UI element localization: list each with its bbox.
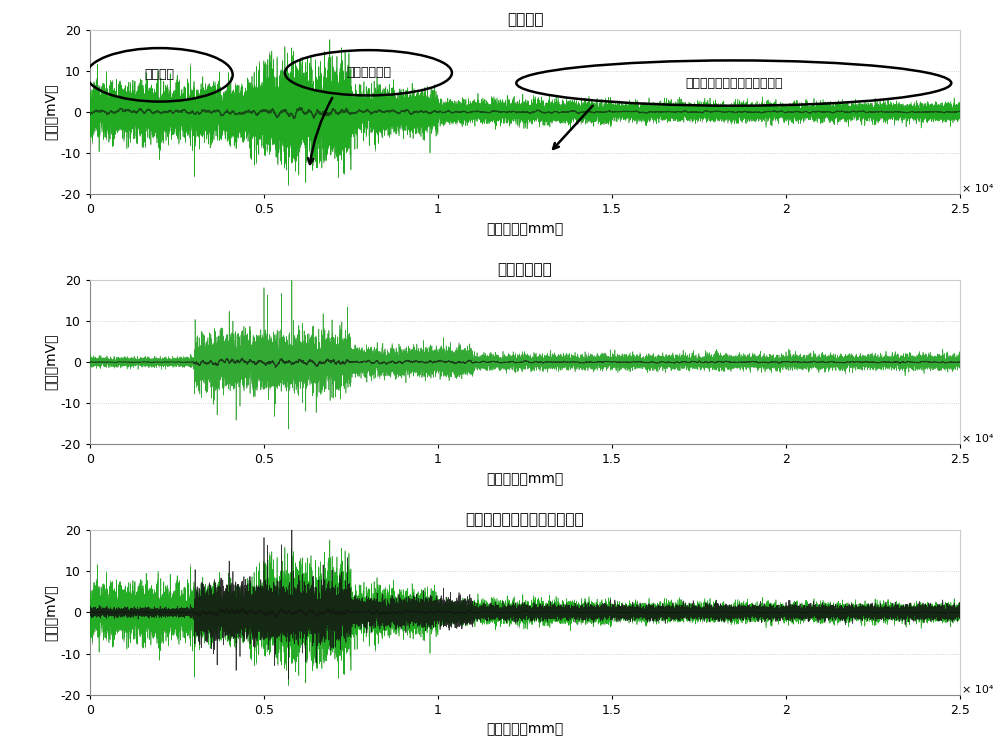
Text: 抖动漂移干扰: 抖动漂移干扰 xyxy=(346,67,391,79)
X-axis label: 采样距离（mm）: 采样距离（mm） xyxy=(486,472,564,486)
Y-axis label: 幅値（mV）: 幅値（mV） xyxy=(44,334,58,390)
Text: × 10⁴: × 10⁴ xyxy=(962,435,993,444)
Y-axis label: 幅値（mV）: 幅値（mV） xyxy=(44,584,58,641)
Text: × 10⁴: × 10⁴ xyxy=(962,684,993,695)
X-axis label: 采样距离（mm）: 采样距离（mm） xyxy=(486,722,564,736)
X-axis label: 采样距离（mm）: 采样距离（mm） xyxy=(486,222,564,236)
Text: 高频噪声: 高频噪声 xyxy=(145,68,175,81)
Y-axis label: 幅値（mV）: 幅値（mV） xyxy=(44,84,58,140)
Title: 原始信号: 原始信号 xyxy=(507,12,543,27)
Text: × 10⁴: × 10⁴ xyxy=(962,184,993,194)
Title: 原始信号与预处理信号的对比: 原始信号与预处理信号的对比 xyxy=(466,512,584,528)
Title: 预处理后信号: 预处理后信号 xyxy=(498,262,552,277)
Text: 钗丝绳晃动引起的漂移伴高频: 钗丝绳晃动引起的漂移伴高频 xyxy=(685,77,783,89)
